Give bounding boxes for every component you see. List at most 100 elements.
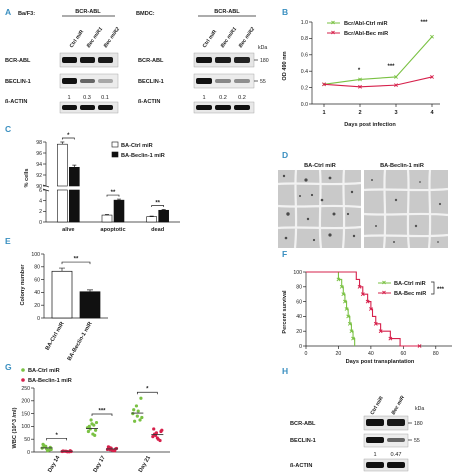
series-b-point-2 <box>322 82 326 87</box>
blot-band <box>80 105 95 110</box>
axis-e-ytick-label: 80 <box>34 265 40 271</box>
blot-band <box>196 78 212 84</box>
point-g-2 <box>151 435 155 439</box>
series-f-censor-1 <box>349 329 354 334</box>
chart-b: 0.0 0.2 0.4 0.6 0.8 1.0 1 2 3 4 <box>301 20 440 116</box>
legend-g-label-2: BA-Beclin-1 miR <box>28 378 72 384</box>
point-g-1 <box>135 414 139 418</box>
axis-f-ytick-label: 0 <box>299 344 302 350</box>
point-g-1 <box>133 419 137 423</box>
blot-band <box>98 105 113 110</box>
axis-e-ytick-label: 100 <box>31 252 40 258</box>
series-f-line-2 <box>306 271 420 347</box>
sig-c: * <box>67 133 70 139</box>
legend-g-marker-2 <box>21 378 25 382</box>
errorbar-e-1 <box>59 267 65 272</box>
point-g-2 <box>114 446 119 451</box>
blot-band <box>234 79 250 83</box>
lane-label-left-2: Bec miR1 <box>86 26 105 49</box>
axis-b-ytick-label: 0.2 <box>301 85 308 91</box>
legend-f-label-2: BA-Bec miR <box>394 291 426 297</box>
point-g-1 <box>49 447 53 452</box>
panel-g: G BA-Ctrl miR BA-Beclin-1 miR 0 50 100 150 2… <box>5 362 170 474</box>
errorbar-e-2 <box>87 289 93 292</box>
axis-f-xlabel: Days post transplantation <box>346 359 415 365</box>
axis-c-xtick-label: apoptotic <box>100 227 125 233</box>
panel-c: C 02469092949698alive*apoptotic**dead** … <box>5 124 180 233</box>
axis-f-xtick-label: 20 <box>336 351 342 357</box>
axis-e-xtick-label-2: BA-Beclin-1 miR <box>67 321 94 362</box>
axis-c-ytick-label: 2 <box>39 209 42 215</box>
sig-c-bracket <box>61 137 75 140</box>
blot-row-label-left-2: BECLIN-1 <box>5 79 31 85</box>
sig-g-bracket <box>136 391 158 395</box>
axis-g-frame <box>33 388 170 453</box>
axis-b-ylabel: OD 490 nm <box>282 51 288 80</box>
panel-a: A Ba/F3: BCR-ABL Ctrl miR Bec miR1 Bec m… <box>5 7 269 114</box>
series-f-censor-2 <box>365 299 370 304</box>
blot-value-left-1: 1 <box>67 95 70 101</box>
bar-c-2 <box>69 167 80 187</box>
blot-group-right: BCR-ABL <box>214 9 240 15</box>
blot-value-right-3: 0.2 <box>238 95 246 101</box>
axis-c-ytick-label: 98 <box>36 140 42 146</box>
axis-f-ylabel: Percent survival <box>282 290 288 334</box>
axis-c-ytick-label: 6 <box>39 188 42 194</box>
blot-band <box>62 57 77 63</box>
blot-band <box>366 437 384 443</box>
legend-c-label-1: BA-Ctrl miR <box>121 143 153 149</box>
series-b-point-1 <box>358 77 362 82</box>
blot-band <box>196 57 212 63</box>
sig-b-day4: *** <box>420 20 428 26</box>
errorbar-c-1 <box>105 214 109 216</box>
axis-g-xtick-label: Day 21 <box>138 455 152 474</box>
lane-label-h-1: Ctrl miR <box>370 395 385 416</box>
bar-c-1 <box>57 143 68 187</box>
bar-c-2 <box>69 189 80 223</box>
point-g-2 <box>156 437 160 441</box>
legend-g-label-1: BA-Ctrl miR <box>28 368 60 374</box>
point-g-2 <box>65 450 70 454</box>
legend-b-marker-1 <box>331 20 335 25</box>
series-f-censor-2 <box>373 321 378 326</box>
panel-label-f: F <box>282 249 287 259</box>
axis-g-ytick-label: 250 <box>21 386 30 392</box>
blot-band <box>62 105 77 110</box>
errorbar-c-2 <box>72 164 77 168</box>
series-f-censor-1 <box>339 284 344 289</box>
blot-band <box>387 438 405 442</box>
axis-c-ytick-label: 90 <box>36 184 42 190</box>
series-f-censor-2 <box>368 307 373 311</box>
point-g-1 <box>131 412 135 416</box>
series-f-censor-2 <box>388 336 393 341</box>
axis-c-ylabel: % cells <box>24 169 30 188</box>
legend-f-bracket <box>431 281 435 295</box>
axis-g-ytick-label: 150 <box>21 411 30 417</box>
blot-band <box>366 462 384 468</box>
panel-h: H Ctrl miR Bec miR BCR-ABL BECLIN-1 ß-AC… <box>282 366 424 472</box>
legend-b-marker-2 <box>331 30 335 35</box>
axis-f-xtick-label: 60 <box>400 351 406 357</box>
sig-c-bracket <box>151 205 165 207</box>
panel-b: B 0.0 0.2 0.4 0.6 0.8 1.0 1 2 3 4 Bcr/Abl-Ctrl mi… <box>282 7 440 128</box>
series-f-censor-1 <box>336 277 341 282</box>
lane-label-right-1: Ctrl miR <box>202 29 219 49</box>
colony-image-ctrl <box>277 169 362 249</box>
sig-g: * <box>146 387 149 393</box>
colony-image-label-1: BA-Ctrl miR <box>304 163 336 169</box>
blot-cell-line-left: Ba/F3: <box>18 11 35 17</box>
panel-f: F 0 20 40 60 80 100 0 20 40 60 80 BA-Ctrl miR BA-B… <box>282 249 452 365</box>
bar-c-1 <box>57 189 68 223</box>
bar-c-1 <box>101 214 113 223</box>
series-f-censor-1 <box>341 292 346 297</box>
blot-band <box>215 79 231 83</box>
blot-band <box>366 419 384 426</box>
blot-band <box>387 462 405 468</box>
blot-band <box>80 57 95 63</box>
errorbar-c-2 <box>117 198 121 201</box>
panel-label-h: H <box>282 366 288 376</box>
point-g-1 <box>134 404 139 408</box>
axis-f-xtick-label: 0 <box>305 351 308 357</box>
blot-value-h-2: 0.47 <box>391 452 402 458</box>
marker-h-180: 180 <box>414 421 423 427</box>
